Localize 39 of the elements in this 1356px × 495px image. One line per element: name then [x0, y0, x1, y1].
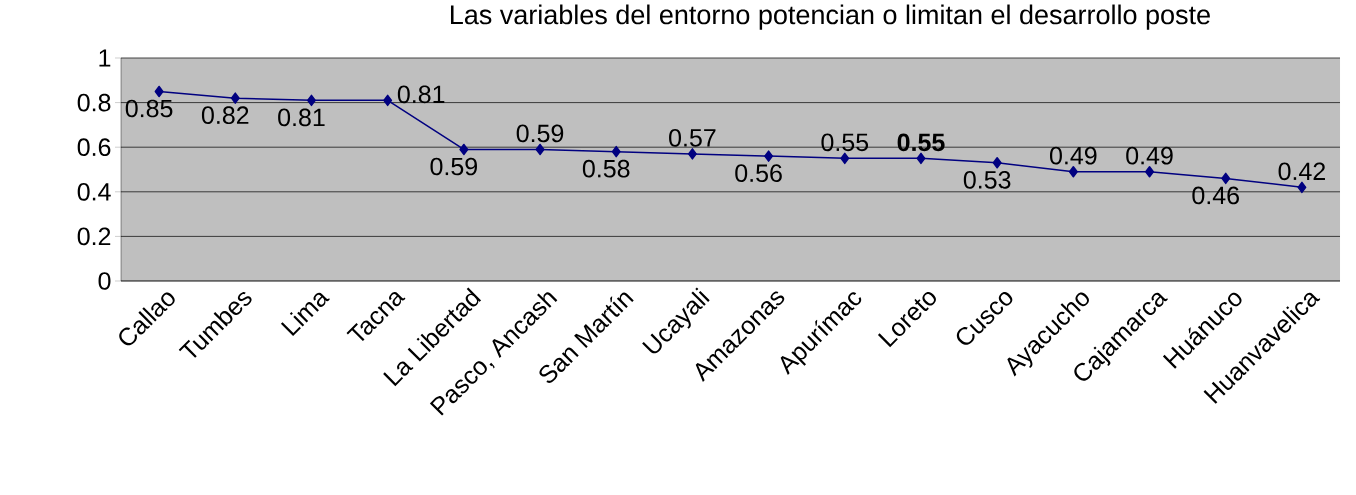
data-label: 0.57 [669, 128, 716, 147]
y-tick-label: 0.6 [77, 138, 111, 157]
point [992, 157, 1002, 169]
point [154, 85, 164, 98]
point [611, 145, 621, 158]
point [535, 143, 545, 156]
y-tick-label: 0.4 [77, 182, 111, 201]
data-label: 0.53 [963, 171, 1011, 189]
point [916, 152, 926, 165]
point [1221, 172, 1231, 185]
point [1145, 165, 1155, 178]
data-label: 0.49 [1126, 146, 1173, 165]
y-tick-label: 0 [98, 272, 111, 290]
data-label: 0.55 [897, 133, 945, 152]
data-label: 0.85 [125, 99, 173, 118]
point [1068, 165, 1078, 178]
y-tick-label: 1 [99, 49, 111, 67]
data-label: 0.42 [1278, 162, 1325, 181]
data-label: 0.55 [821, 133, 869, 152]
data-label: 0.59 [516, 124, 564, 143]
y-tick-label: 0.2 [77, 227, 111, 246]
data-label: 0.59 [430, 157, 477, 176]
y-tick-label: 0.8 [77, 93, 111, 112]
data-label: 0.49 [1050, 146, 1097, 165]
data-label: 0.81 [397, 85, 445, 104]
point [306, 94, 316, 107]
point [459, 143, 469, 156]
point [230, 92, 240, 104]
point [383, 94, 393, 107]
data-label: 0.46 [1192, 186, 1239, 205]
point [1297, 181, 1307, 194]
chart-title: Las variables del entorno potencian o limitan el desarrollo poste [450, 4, 1210, 30]
data-label: 0.58 [582, 159, 630, 178]
data-label: 0.81 [278, 108, 325, 127]
data-label: 0.56 [735, 164, 782, 183]
point [687, 148, 697, 160]
data-label: 0.82 [201, 106, 249, 125]
point [764, 150, 774, 162]
point [840, 152, 850, 165]
